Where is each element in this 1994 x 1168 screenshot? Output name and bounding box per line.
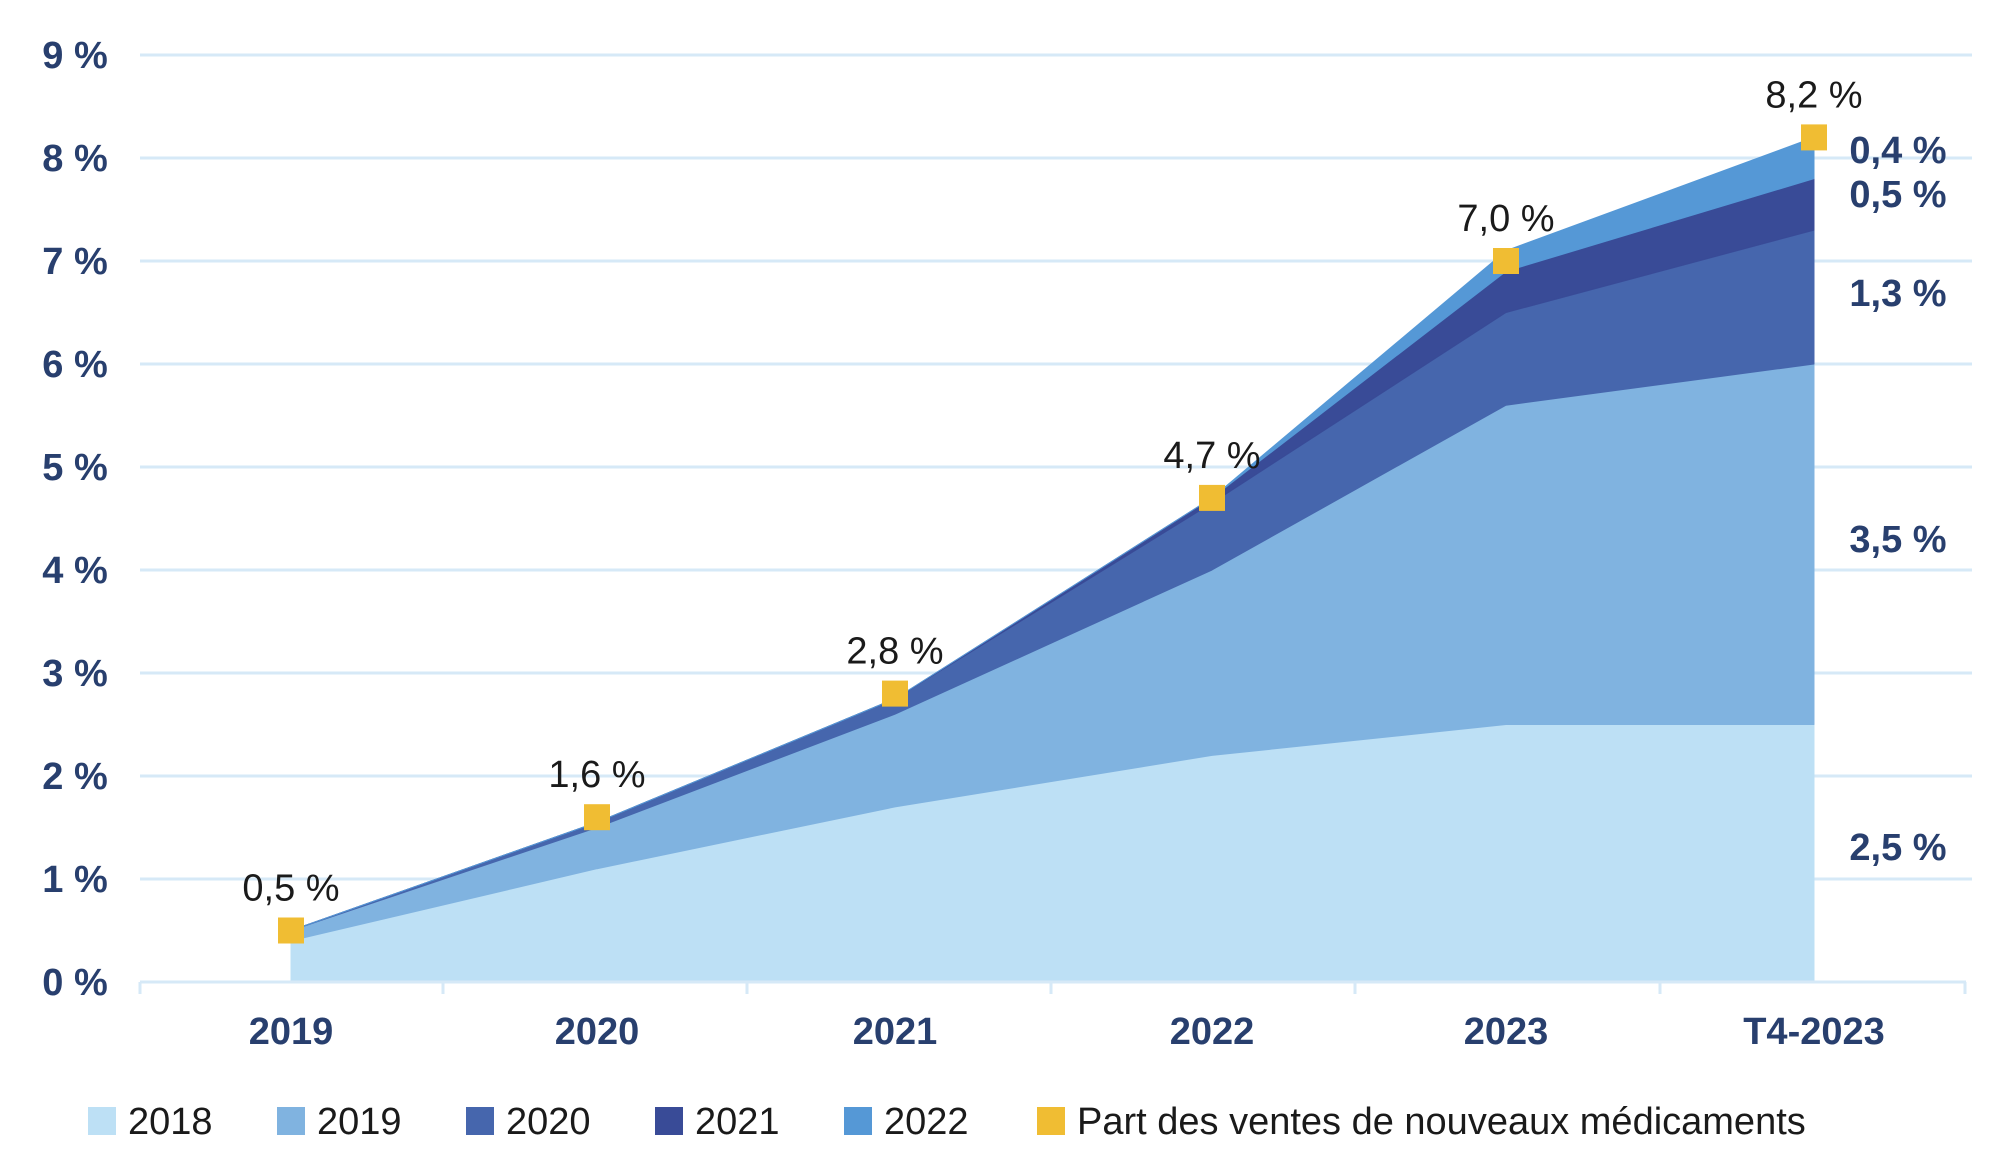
area-series-2022	[290, 136, 1815, 931]
segment-value-label: 3,5 %	[1849, 519, 1946, 561]
share-marker	[1199, 484, 1225, 511]
legend: 2018 2019 2020 2021 2022 Part des ventes de n…	[88, 1101, 1806, 1143]
y-tick-label: 1 %	[42, 859, 107, 901]
y-tick-label: 2 %	[42, 756, 107, 798]
x-tick-label: T4-2023	[1743, 1011, 1885, 1053]
segment-labels: 2,5 % 3,5 % 1,3 % 0,5 %0,4 %	[1849, 130, 1946, 869]
share-value-label: 7,0 %	[1457, 198, 1554, 240]
share-value-label: 1,6 %	[548, 754, 645, 796]
area-series	[290, 136, 1815, 983]
y-tick-label: 8 %	[42, 138, 107, 180]
segment-value-label: 0,5 %	[1849, 174, 1946, 216]
legend-label: 2019	[317, 1101, 402, 1143]
y-tick-label: 6 %	[42, 344, 107, 386]
legend-label: 2022	[884, 1101, 969, 1143]
share-value-label: 0,5 %	[242, 868, 339, 910]
y-axis-ticks: 0 % 1 % 2 % 3 % 4 % 5 % 6 % 7 % 8 % 9 %	[42, 35, 107, 1004]
share-value-label: 8,2 %	[1765, 74, 1862, 116]
y-tick-label: 0 %	[42, 962, 107, 1004]
y-tick-label: 3 %	[42, 653, 107, 695]
legend-label: 2020	[506, 1101, 591, 1143]
legend-swatch	[655, 1107, 683, 1135]
segment-value-label: 1,3 %	[1849, 273, 1946, 315]
share-marker	[1493, 248, 1519, 274]
segment-value-label: 0,4 %	[1849, 130, 1946, 172]
x-axis-ticks: 2019 2020 2021 2022 2023 T4-2023	[249, 1011, 1885, 1053]
share-marker	[1801, 124, 1827, 151]
share-markers: 0,5 % 1,6 % 2,8 % 4,7 % 7,0 % 8,2 %	[242, 74, 1863, 944]
share-value-label: 2,8 %	[846, 631, 943, 673]
legend-swatch	[277, 1107, 305, 1135]
y-tick-label: 5 %	[42, 447, 107, 489]
x-tick-label: 2020	[555, 1011, 640, 1053]
x-tick-label: 2023	[1464, 1011, 1549, 1053]
x-tick-label: 2021	[853, 1011, 938, 1053]
grid-lines	[140, 53, 1972, 881]
legend-label: 2018	[128, 1101, 213, 1143]
share-marker	[882, 680, 908, 707]
share-value-label: 4,7 %	[1163, 435, 1260, 477]
share-marker	[278, 917, 304, 944]
y-tick-label: 7 %	[42, 241, 107, 283]
legend-label: 2021	[695, 1101, 780, 1143]
legend-swatch	[466, 1107, 494, 1135]
x-tick-label: 2019	[249, 1011, 334, 1053]
share-marker	[584, 804, 610, 831]
legend-label: Part des ventes de nouveaux médicaments	[1077, 1101, 1806, 1143]
legend-swatch	[844, 1107, 872, 1135]
segment-value-label: 2,5 %	[1849, 827, 1946, 869]
legend-swatch	[1037, 1107, 1065, 1135]
y-tick-label: 9 %	[42, 35, 107, 77]
legend-swatch	[88, 1107, 116, 1135]
x-tick-label: 2022	[1170, 1011, 1255, 1053]
x-axis	[138, 980, 1967, 994]
y-tick-label: 4 %	[42, 550, 107, 592]
